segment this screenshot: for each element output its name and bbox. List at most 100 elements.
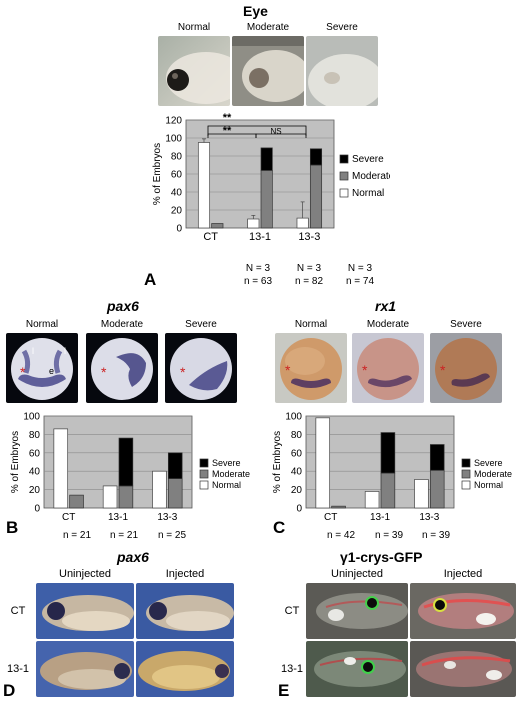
legend-label-moderate: Moderate — [352, 171, 390, 182]
chart-c: 0 20 40 60 80 100% of Embryos CT 13-1 13-3 Severe… — [272, 412, 512, 524]
y-tick-label: 80 — [291, 430, 303, 441]
panel-c-photo-label-severe: Severe — [450, 319, 482, 330]
y-tick-label: 80 — [171, 152, 183, 163]
panel-b-photo-label-normal: Normal — [25, 319, 59, 330]
panel-c-photo-label-moderate: Moderate — [366, 319, 410, 330]
x-tick-label: CT — [203, 231, 218, 243]
svg-text:*: * — [285, 362, 291, 378]
eye-photo-moderate — [232, 36, 304, 106]
bar-moderate-13-3 — [309, 164, 323, 229]
pax6-tadpole-13-1-injected — [136, 641, 234, 697]
rx1-photo-moderate: * — [352, 333, 424, 403]
rx1-photo-severe: * — [430, 333, 502, 403]
bar-normal-CT — [197, 142, 211, 229]
bar-moderate-13-1 — [260, 170, 273, 229]
pax6-mark-l1: l — [32, 346, 34, 356]
chart-a-n-lower-1: n = 82 — [294, 276, 324, 287]
y-tick-label: 60 — [171, 170, 183, 181]
pax6-photo-normal: * l l e — [6, 333, 78, 403]
chart-a-n-upper-1: N = 3 — [296, 263, 322, 274]
y-tick-label: 0 — [176, 224, 182, 235]
y-tick-label: 20 — [29, 485, 41, 496]
svg-text:*: * — [180, 364, 186, 380]
legend-label-severe: Severe — [474, 458, 503, 468]
panel-d-row-13-1: 13-1 — [6, 663, 30, 675]
pax6-photo-severe: * — [165, 333, 237, 403]
x-tick-label: 13-1 — [249, 231, 271, 243]
gfp-tadpole-13-1-injected — [410, 641, 516, 697]
y-tick-label: 20 — [291, 485, 303, 496]
y-tick-label: 60 — [291, 448, 303, 459]
panel-e-title: γ1-crys-GFP — [340, 549, 423, 565]
y-tick-label: 60 — [29, 448, 41, 459]
panel-a-photo-label-severe: Severe — [326, 22, 358, 33]
y-tick-label: 100 — [23, 412, 40, 423]
bar-severe-13-1 — [260, 147, 273, 171]
bar-moderate-CT — [69, 494, 84, 509]
chart-a-n-upper-2: N = 3 — [347, 263, 373, 274]
svg-text:*: * — [440, 362, 446, 378]
chart-a-n-lower-0: n = 63 — [243, 276, 273, 287]
bar-normal-CT — [315, 417, 331, 509]
panel-b-photo-label-moderate: Moderate — [100, 319, 144, 330]
bar-normal-13-3 — [414, 479, 429, 509]
legend-label-severe: Severe — [352, 154, 384, 165]
chart-b-n-2: n = 25 — [157, 530, 187, 541]
panel-a-photo-label-normal: Normal — [177, 22, 211, 33]
gfp-tadpole-13-1-uninjected — [306, 641, 408, 697]
legend-label-severe: Severe — [212, 458, 241, 468]
panel-d-row-ct: CT — [10, 605, 26, 617]
bar-severe-13-1 — [118, 437, 134, 487]
y-axis-label: % of Embryos — [272, 431, 283, 493]
chart-b: 0 20 40 60 80 100% of Embryos CT 13-1 13-3 Severe… — [10, 412, 250, 524]
chart-a-n-upper-0: N = 3 — [245, 263, 271, 274]
pax6-star-normal: * — [20, 364, 26, 380]
legend-swatch-severe — [199, 458, 209, 468]
y-tick-label: 80 — [29, 430, 41, 441]
y-tick-label: 100 — [285, 412, 302, 423]
legend-label-moderate: Moderate — [212, 469, 250, 479]
bar-moderate-13-3 — [429, 469, 445, 509]
legend-label-normal: Normal — [212, 480, 241, 490]
panel-b-title: pax6 — [107, 298, 139, 314]
legend-swatch-normal — [199, 480, 209, 490]
sig-bracket-right — [255, 133, 307, 138]
y-tick-label: 40 — [29, 467, 41, 478]
x-tick-label: CT — [324, 512, 337, 523]
pax6-tadpole-13-1-uninjected — [36, 641, 134, 697]
sig-bracket-outer — [207, 125, 307, 136]
eye-photo-severe — [306, 36, 378, 106]
bar-severe-13-3 — [309, 148, 323, 166]
sig-left: ** — [223, 125, 232, 137]
svg-text:*: * — [362, 362, 368, 378]
pax6-mark-e: e — [49, 366, 54, 376]
sig-outer: ** — [223, 112, 232, 124]
rx1-photo-normal: * — [275, 333, 347, 403]
panel-d-title: pax6 — [117, 549, 149, 565]
panel-b-photo-label-severe: Severe — [185, 319, 217, 330]
chart-a: 0 20 40 60 80 100 120 % of Embryos CT 13-1 13-3 Sev… — [152, 112, 390, 243]
chart-b-n-1: n = 21 — [109, 530, 139, 541]
panel-a-letter: A — [144, 270, 157, 289]
bar-normal-13-1 — [364, 491, 380, 509]
sig-right: NS — [270, 127, 281, 136]
legend-label-moderate: Moderate — [474, 469, 512, 479]
chart-a-n-lower-2: n = 74 — [345, 276, 375, 287]
panel-e-row-13-1: 13-1 — [280, 663, 304, 675]
bar-moderate-CT — [211, 223, 224, 229]
panel-d-col-injected: Injected — [165, 568, 205, 580]
bar-normal-CT — [53, 428, 69, 509]
plot-area — [305, 415, 455, 509]
panel-c-letter: C — [273, 518, 286, 537]
chart-c-n-0: n = 42 — [326, 530, 356, 541]
pax6-tadpole-ct-uninjected — [36, 583, 134, 639]
x-tick-label: 13-1 — [108, 512, 128, 523]
y-tick-label: 100 — [165, 134, 182, 145]
bar-severe-13-1 — [380, 432, 396, 474]
panel-e-col-uninjected: Uninjected — [331, 568, 383, 580]
panel-e-col-injected: Injected — [443, 568, 483, 580]
bar-moderate-13-3 — [167, 478, 183, 509]
plot-area — [43, 415, 193, 509]
x-tick-label: CT — [62, 512, 75, 523]
legend-label-normal: Normal — [474, 480, 503, 490]
